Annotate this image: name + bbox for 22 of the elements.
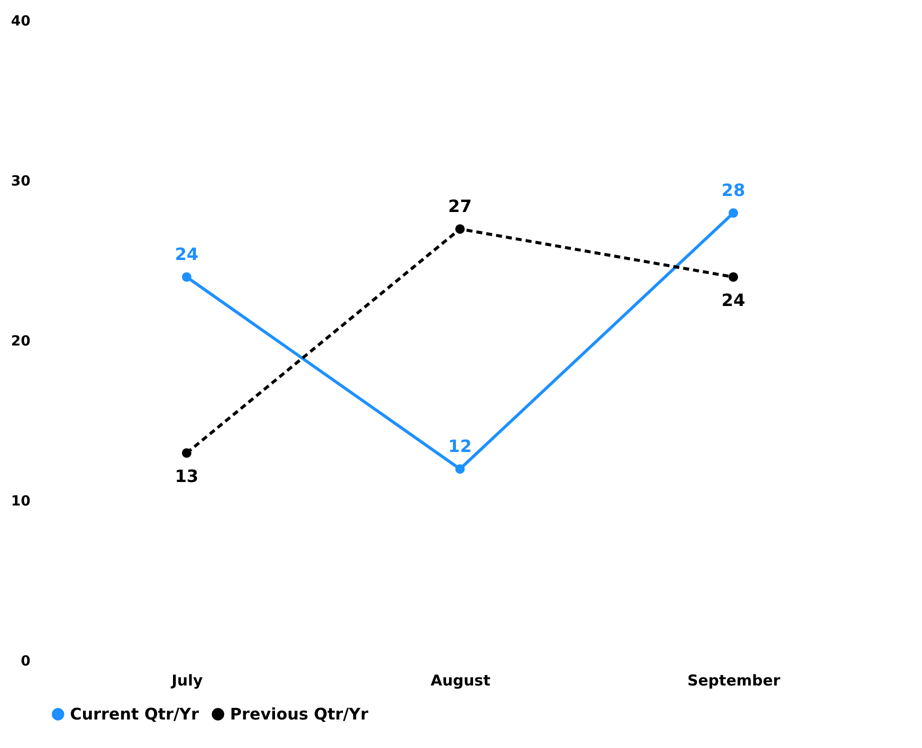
y-tick-label: 0 [20,654,31,670]
data-label: 28 [721,181,746,201]
data-label: 13 [174,467,199,487]
point [728,272,738,282]
point [455,224,465,234]
point [455,464,465,474]
y-tick-label: 20 [11,334,31,350]
data-label: 24 [174,245,199,265]
data-label: 12 [448,437,472,457]
x-tick-label: September [687,672,781,690]
legend-label: Previous Qtr/Yr [230,704,368,724]
y-tick-label: 10 [11,494,31,510]
data-label: 27 [448,197,472,217]
x-tick-label: August [430,672,490,690]
legend-label: Current Qtr/Yr [70,704,199,724]
point [728,208,738,218]
x-tick-label: July [170,672,203,690]
data-label: 24 [721,291,746,311]
y-tick-label: 30 [11,174,31,190]
point [182,272,192,282]
point [182,448,192,458]
y-tick-label: 40 [11,14,31,30]
